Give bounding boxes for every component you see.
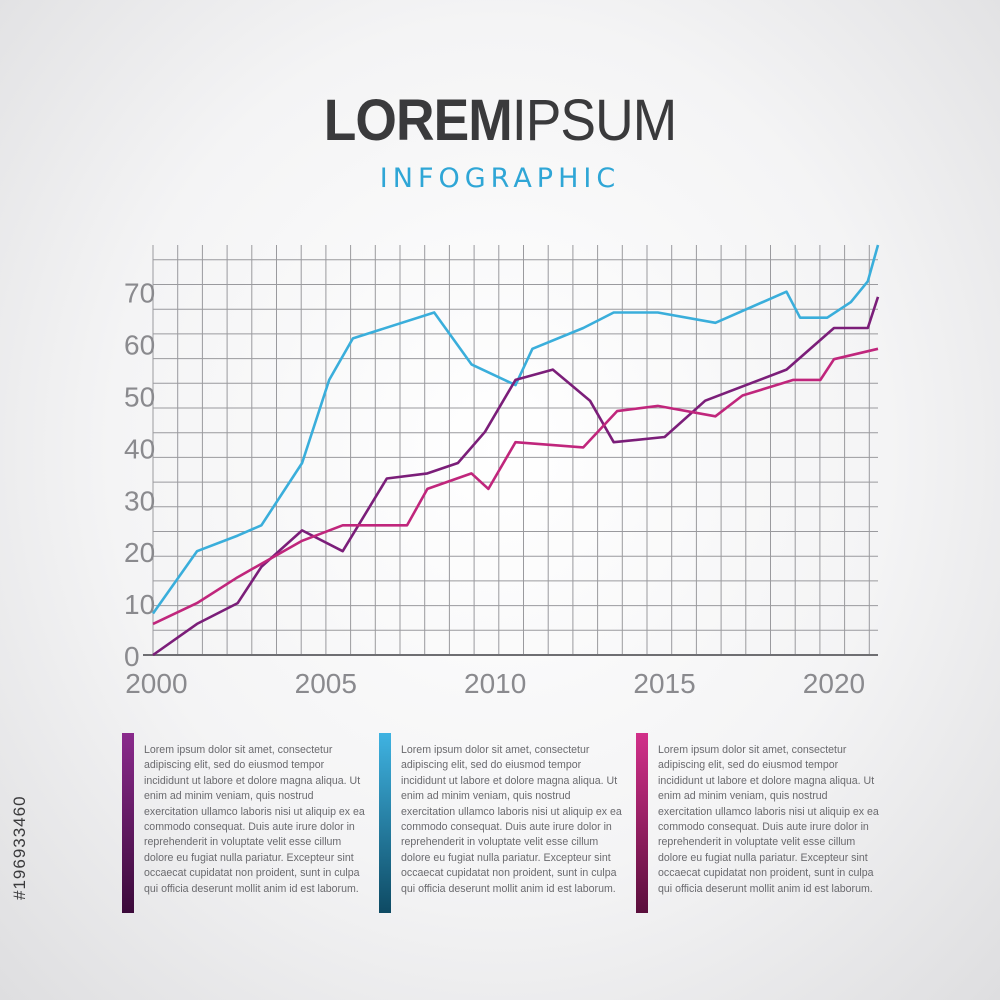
title-bold: LOREM xyxy=(323,88,513,153)
description-text: Lorem ipsum dolor sit amet, consectetur … xyxy=(401,744,622,895)
x-tick-label: 2000 xyxy=(125,668,187,699)
y-tick-label: 50 xyxy=(124,382,155,413)
y-tick-label: 40 xyxy=(124,433,155,464)
page-title: LOREMIPSUM xyxy=(40,92,960,150)
x-tick-label: 2010 xyxy=(464,668,526,699)
description-text: Lorem ipsum dolor sit amet, consectetur … xyxy=(144,744,365,895)
description-accent-bar xyxy=(122,733,134,913)
y-tick-label: 0 xyxy=(124,641,140,672)
y-tick-label: 30 xyxy=(124,485,155,516)
y-tick-label: 10 xyxy=(124,589,155,620)
y-tick-label: 20 xyxy=(124,537,155,568)
chart-series xyxy=(151,244,880,657)
description-text: Lorem ipsum dolor sit amet, consectetur … xyxy=(658,744,879,895)
description-block-2: Lorem ipsum dolor sit amet, consectetur … xyxy=(379,733,622,913)
y-axis-ticks: 0 10 20 30 40 50 60 70 xyxy=(124,278,155,672)
series-purple-line xyxy=(152,296,880,657)
description-accent-bar xyxy=(379,733,391,913)
y-tick-label: 60 xyxy=(124,330,155,361)
x-tick-label: 2005 xyxy=(295,668,357,699)
x-tick-label: 2015 xyxy=(633,668,695,699)
series-blue-line xyxy=(151,244,880,615)
description-block-3: Lorem ipsum dolor sit amet, consectetur … xyxy=(636,733,879,913)
description-block-1: Lorem ipsum dolor sit amet, consectetur … xyxy=(122,733,365,913)
line-chart: 0 10 20 30 40 50 60 70 2000 2005 2010 2015 2020 xyxy=(124,244,880,699)
x-tick-label: 2020 xyxy=(803,668,865,699)
series-magenta-line xyxy=(152,347,879,626)
x-axis-ticks: 2000 2005 2010 2015 2020 xyxy=(125,668,865,699)
page-subtitle: INFOGRAPHIC xyxy=(379,163,621,194)
y-tick-label: 70 xyxy=(124,278,155,309)
title-light: IPSUM xyxy=(511,88,677,153)
watermark-id: #196933460 xyxy=(10,795,29,900)
description-accent-bar xyxy=(636,733,648,913)
